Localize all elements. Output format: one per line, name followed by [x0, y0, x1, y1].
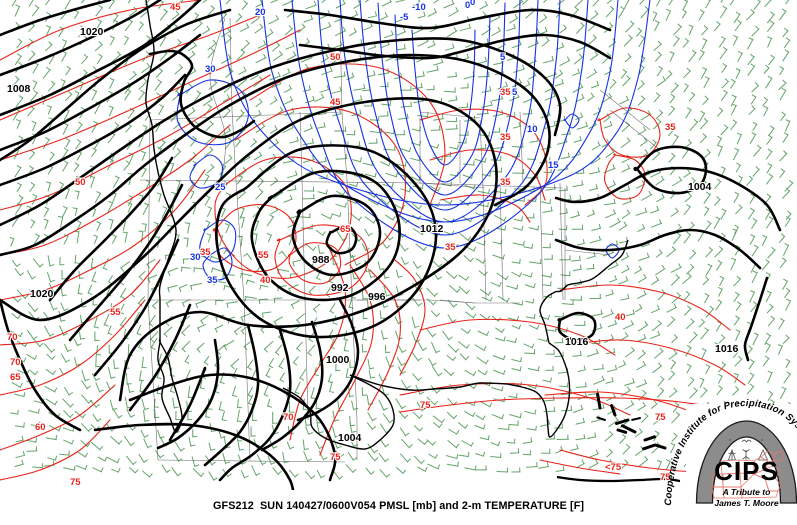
svg-text:70: 70	[10, 357, 21, 368]
svg-text:-10: -10	[412, 2, 426, 13]
svg-text:A Tribute to: A Tribute to	[722, 487, 771, 497]
svg-text:65: 65	[340, 224, 351, 235]
svg-text:1020: 1020	[80, 26, 104, 38]
svg-text:<75: <75	[605, 462, 622, 473]
svg-text:50: 50	[330, 52, 341, 63]
svg-text:40: 40	[260, 275, 271, 286]
svg-text:65: 65	[10, 372, 21, 383]
svg-text:1016: 1016	[715, 343, 739, 355]
svg-text:60: 60	[35, 422, 46, 433]
svg-text:45: 45	[330, 97, 341, 108]
svg-text:35: 35	[500, 87, 511, 98]
svg-text:1008: 1008	[7, 83, 31, 95]
svg-text:1012: 1012	[420, 223, 444, 235]
svg-text:55: 55	[110, 307, 121, 318]
svg-text:70: 70	[7, 332, 18, 343]
svg-text:20: 20	[255, 7, 266, 18]
svg-text:15: 15	[548, 160, 559, 171]
svg-text:55: 55	[258, 250, 269, 261]
svg-text:35: 35	[207, 275, 218, 286]
svg-text:1016: 1016	[565, 336, 589, 348]
svg-text:0: 0	[470, 0, 475, 8]
svg-text:996: 996	[368, 291, 386, 303]
svg-text:CIPS: CIPS	[714, 456, 779, 486]
svg-text:1004: 1004	[338, 432, 362, 444]
svg-text:1004: 1004	[688, 181, 712, 193]
svg-text:75: 75	[330, 452, 341, 463]
svg-text:75: 75	[70, 477, 81, 488]
svg-text:70: 70	[283, 412, 294, 423]
svg-text:45: 45	[170, 2, 181, 13]
svg-text:75: 75	[420, 400, 431, 411]
svg-text:40: 40	[615, 312, 626, 323]
svg-text:75: 75	[655, 412, 666, 423]
svg-text:25: 25	[215, 182, 226, 193]
svg-text:-5: -5	[400, 12, 409, 23]
svg-text:30: 30	[205, 64, 216, 75]
svg-text:35: 35	[500, 132, 511, 143]
svg-text:5: 5	[500, 52, 506, 63]
svg-text:1020: 1020	[30, 288, 54, 300]
svg-text:50: 50	[75, 177, 86, 188]
svg-text:30: 30	[190, 252, 201, 263]
svg-text:992: 992	[331, 282, 349, 294]
svg-text:35: 35	[665, 122, 676, 133]
svg-text:35: 35	[500, 177, 511, 188]
svg-text:35: 35	[200, 247, 211, 258]
svg-text:35: 35	[445, 242, 456, 253]
svg-text:1000: 1000	[326, 354, 350, 366]
svg-text:988: 988	[312, 254, 330, 266]
svg-text:10: 10	[527, 124, 538, 135]
svg-text:5: 5	[512, 87, 518, 98]
svg-text:James T. Moore: James T. Moore	[714, 498, 779, 508]
